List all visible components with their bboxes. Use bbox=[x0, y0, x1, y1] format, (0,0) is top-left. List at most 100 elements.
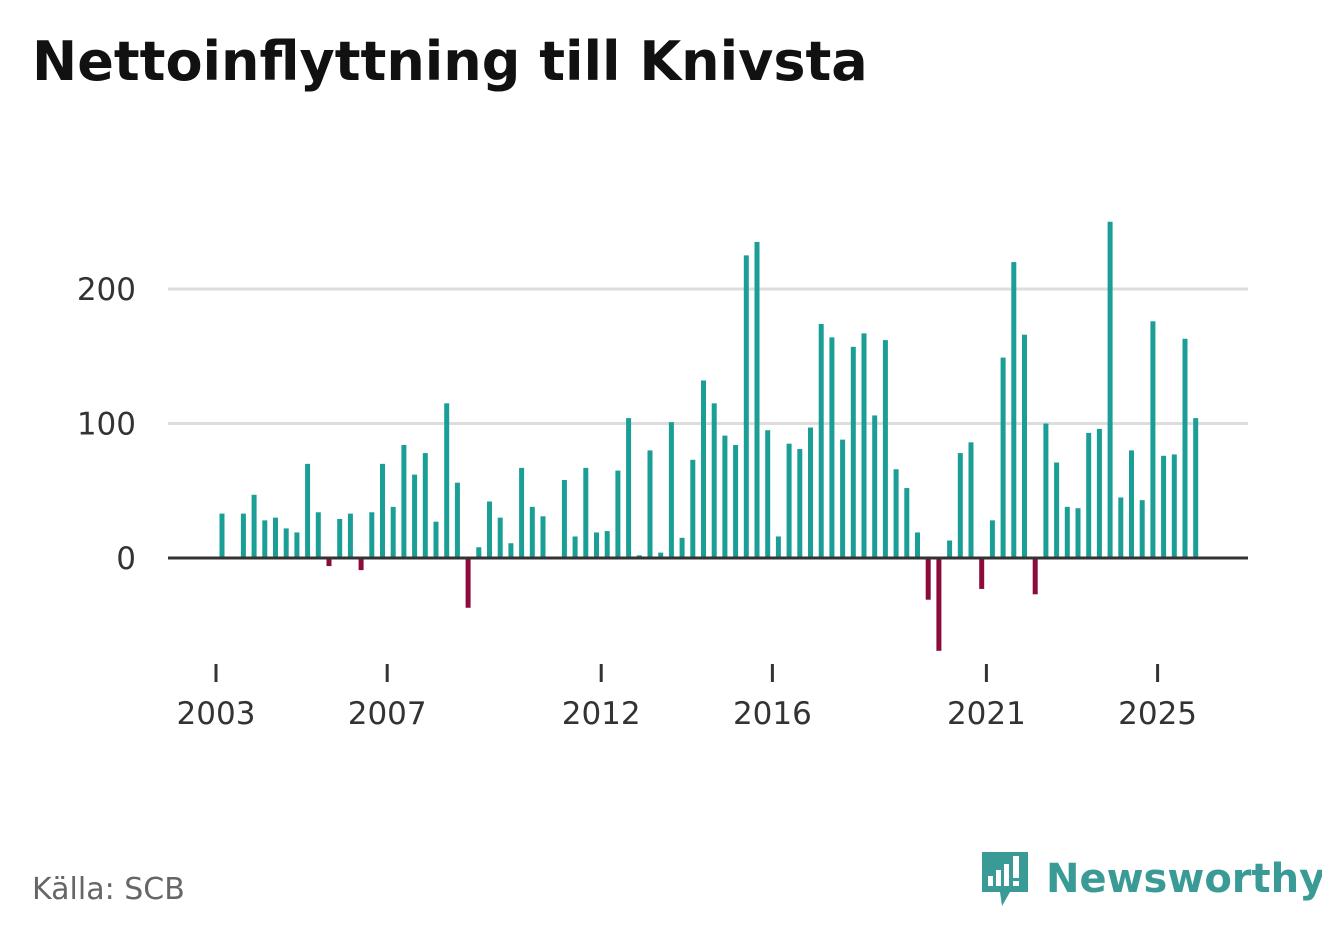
bar-2014-Q4 bbox=[722, 435, 728, 558]
bar-2012-Q2 bbox=[615, 470, 621, 558]
bar-2014-Q3 bbox=[711, 403, 717, 558]
bar-2023-Q4 bbox=[1107, 221, 1113, 558]
bar-2004-Q4 bbox=[294, 532, 300, 558]
bar-2021-Q2 bbox=[1000, 357, 1006, 558]
bar-2025-Q2 bbox=[1171, 454, 1177, 558]
bar-2007-Q3 bbox=[412, 474, 418, 558]
bar-2012-Q1 bbox=[604, 531, 610, 558]
bar-2012-Q3 bbox=[626, 418, 632, 558]
bar-2003-Q1 bbox=[219, 513, 225, 558]
bar-2009-Q3 bbox=[497, 517, 503, 558]
bar-2019-Q3 bbox=[925, 558, 931, 600]
bar-2021-Q4 bbox=[1022, 334, 1027, 558]
bar-2004-Q2 bbox=[273, 517, 278, 558]
y-axis-labels: 0 100 200 bbox=[77, 272, 136, 577]
bar-2003-Q3 bbox=[240, 513, 246, 558]
x-tick-label: 2016 bbox=[733, 696, 812, 732]
x-tick-label: 2021 bbox=[947, 696, 1026, 732]
bar-2013-Q2 bbox=[658, 552, 664, 558]
bar-2019-Q1 bbox=[904, 488, 910, 558]
bar-2016-Q4 bbox=[808, 427, 813, 558]
bar-2006-Q2 bbox=[358, 558, 364, 571]
bar-2013-Q3 bbox=[668, 422, 674, 558]
bar-2025-Q4 bbox=[1193, 418, 1199, 558]
y-tick-label: 0 bbox=[116, 541, 136, 577]
bar-2011-Q4 bbox=[594, 532, 599, 558]
x-tick-label: 2025 bbox=[1118, 696, 1197, 732]
bar-2007-Q4 bbox=[422, 453, 428, 558]
bar-2014-Q2 bbox=[701, 380, 706, 558]
bar-2007-Q1 bbox=[390, 506, 396, 558]
axes bbox=[168, 556, 1248, 682]
bar-2020-Q3 bbox=[968, 442, 974, 558]
bar-2007-Q2 bbox=[401, 445, 407, 558]
bar-2004-Q3 bbox=[283, 528, 289, 558]
y-tick-label: 200 bbox=[77, 272, 136, 308]
bar-2015-Q3 bbox=[754, 241, 760, 559]
bar-2008-Q3 bbox=[454, 482, 460, 558]
bar-2010-Q1 bbox=[519, 467, 525, 558]
bar-2004-Q1 bbox=[262, 520, 268, 558]
bar-2020-Q1 bbox=[947, 540, 953, 558]
bar-2020-Q4 bbox=[979, 558, 985, 589]
bars bbox=[219, 221, 1199, 651]
bar-2021-Q3 bbox=[1011, 262, 1017, 558]
bar-2010-Q2 bbox=[529, 506, 535, 558]
bar-2006-Q1 bbox=[347, 513, 353, 558]
gridlines bbox=[168, 287, 1248, 425]
bar-2016-Q2 bbox=[786, 443, 792, 558]
bar-2022-Q4 bbox=[1064, 506, 1070, 558]
bar-2018-Q2 bbox=[872, 415, 878, 558]
bar-2017-Q1 bbox=[818, 323, 824, 558]
bar-2017-Q2 bbox=[829, 337, 835, 558]
bar-2017-Q4 bbox=[850, 346, 856, 558]
bar-2005-Q2 bbox=[315, 512, 321, 558]
bar-2022-Q3 bbox=[1054, 462, 1060, 558]
newsworthy-logo-icon bbox=[982, 852, 1028, 906]
bar-2003-Q4 bbox=[251, 494, 257, 558]
bar-2018-Q1 bbox=[861, 333, 867, 558]
bar-2022-Q1 bbox=[1032, 558, 1038, 595]
bar-2005-Q1 bbox=[305, 463, 311, 558]
bar-2011-Q3 bbox=[583, 467, 589, 558]
bar-2013-Q4 bbox=[679, 537, 685, 558]
bar-2009-Q4 bbox=[508, 543, 514, 558]
bar-2009-Q1 bbox=[476, 547, 482, 558]
chart-title: Nettoinflyttning till Knivsta bbox=[32, 30, 868, 93]
bar-2015-Q4 bbox=[765, 430, 771, 558]
bar-2014-Q1 bbox=[690, 459, 696, 558]
x-tick-label: 2012 bbox=[562, 696, 641, 732]
y-tick-label: 100 bbox=[77, 407, 136, 443]
bar-2010-Q3 bbox=[540, 516, 546, 558]
bar-2006-Q3 bbox=[369, 512, 375, 558]
bar-2017-Q3 bbox=[840, 439, 846, 558]
x-tick-label: 2007 bbox=[348, 696, 427, 732]
bar-2020-Q2 bbox=[957, 453, 963, 558]
x-axis-labels: 2003 2007 2012 2016 2021 2025 bbox=[177, 696, 1198, 732]
bar-2025-Q3 bbox=[1182, 338, 1188, 558]
bar-2005-Q3 bbox=[326, 558, 332, 567]
bar-2015-Q1 bbox=[733, 445, 739, 558]
bar-2024-Q4 bbox=[1150, 321, 1156, 558]
bar-2018-Q3 bbox=[882, 340, 888, 558]
bar-2016-Q3 bbox=[797, 449, 803, 558]
bar-2021-Q1 bbox=[989, 520, 995, 558]
bar-2008-Q1 bbox=[433, 521, 439, 558]
source-note: Källa: SCB bbox=[32, 872, 185, 907]
bar-2006-Q4 bbox=[380, 463, 385, 558]
bar-2019-Q2 bbox=[915, 532, 920, 558]
bar-2019-Q4 bbox=[936, 558, 942, 651]
x-tick-label: 2003 bbox=[177, 696, 256, 732]
bar-2023-Q3 bbox=[1096, 428, 1102, 558]
bar-2024-Q1 bbox=[1118, 497, 1124, 558]
bar-2011-Q2 bbox=[572, 536, 578, 558]
bar-2025-Q1 bbox=[1161, 455, 1167, 558]
bar-2015-Q2 bbox=[743, 255, 749, 558]
bar-2008-Q4 bbox=[465, 558, 471, 608]
bar-2024-Q2 bbox=[1129, 450, 1134, 558]
bar-2024-Q3 bbox=[1139, 500, 1145, 558]
bar-2013-Q1 bbox=[647, 450, 653, 558]
bar-2018-Q4 bbox=[893, 469, 899, 558]
brand: Newsworthy bbox=[980, 850, 1322, 908]
